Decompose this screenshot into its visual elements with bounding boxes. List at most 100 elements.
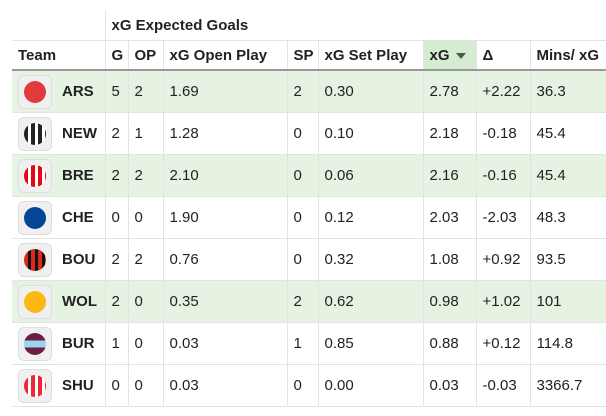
team-cell: BRE (12, 154, 105, 197)
column-header-text: xG Set Play (324, 46, 408, 64)
stat-cell: +2.22 (475, 70, 530, 113)
stat-cell: 0.35 (162, 280, 287, 323)
stat-cell: 0 (286, 154, 318, 197)
team-name: CHE (62, 209, 94, 226)
team-icon (18, 200, 52, 235)
stat-cell: 0 (104, 364, 128, 407)
column-header[interactable]: xG (422, 40, 476, 71)
column-header-text: xG Open Play (169, 46, 268, 64)
stat-cell: 1.69 (162, 70, 287, 113)
column-header[interactable]: Team (12, 40, 105, 71)
stat-cell: 0 (104, 196, 128, 239)
team-row: BOU 2 2 0.76 0 0.32 1.08 +0.92 93.5 (12, 238, 606, 281)
stat-cell: 0.03 (422, 364, 476, 407)
team-icon (18, 158, 52, 193)
team-icon (18, 116, 52, 151)
stat-cell: 2 (127, 238, 163, 281)
stat-cell: 2 (286, 280, 318, 323)
stat-cell: 0.10 (317, 112, 423, 155)
stat-cell: 45.4 (529, 112, 606, 155)
team-icon (18, 284, 52, 319)
team-cell: CHE (12, 196, 105, 239)
stat-cell: 3366.7 (529, 364, 606, 407)
team-name: BUR (62, 335, 95, 352)
team-row: NEW 2 1 1.28 0 0.10 2.18 -0.18 45.4 (12, 112, 606, 155)
stat-cell: 2 (127, 70, 163, 113)
sort-icon (455, 52, 466, 59)
stat-cell: -0.18 (475, 112, 530, 155)
team-icon (18, 368, 52, 403)
stat-cell: 0 (127, 364, 163, 407)
stat-cell: 1.28 (162, 112, 287, 155)
team-badge (24, 206, 46, 229)
team-cell: NEW (12, 112, 105, 155)
team: NEW (18, 116, 105, 151)
stat-cell: 0 (286, 196, 318, 239)
group-header: xG Expected Goals (104, 10, 606, 41)
stat-cell: 114.8 (529, 322, 606, 365)
stat-cell: 36.3 (529, 70, 606, 113)
team-name: WOL (62, 293, 97, 310)
stat-cell: 0.12 (317, 196, 423, 239)
team-row: WOL 2 0 0.35 2 0.62 0.98 +1.02 101 (12, 280, 606, 323)
team-badge (24, 374, 46, 397)
team-cell: SHU (12, 364, 105, 407)
stat-cell: 0.06 (317, 154, 423, 197)
stat-cell: 0.98 (422, 280, 476, 323)
team: CHE (18, 200, 105, 235)
column-header[interactable]: Δ (475, 40, 530, 71)
column-header-text: xG (429, 46, 450, 64)
stat-cell: 0.00 (317, 364, 423, 407)
team: SHU (18, 368, 105, 403)
team-cell: BUR (12, 322, 105, 365)
stat-cell: 0.88 (422, 322, 476, 365)
stat-cell: 2.10 (162, 154, 287, 197)
stat-cell: +0.92 (475, 238, 530, 281)
stat-cell: 0.03 (162, 322, 287, 365)
column-header-text: SP (293, 46, 314, 64)
stat-cell: 2 (104, 112, 128, 155)
team-name: ARS (62, 83, 94, 100)
stat-cell: 0.76 (162, 238, 287, 281)
stat-cell: 2 (104, 280, 128, 323)
team: BOU (18, 242, 105, 277)
team-row: BRE 2 2 2.10 0 0.06 2.16 -0.16 45.4 (12, 154, 606, 197)
stat-cell: 2 (104, 238, 128, 281)
column-header[interactable]: G (104, 40, 128, 71)
stat-cell: +0.12 (475, 322, 530, 365)
team: ARS (18, 74, 105, 109)
stat-cell: 1.90 (162, 196, 287, 239)
stat-cell: 0 (286, 364, 318, 407)
stat-cell: 0.32 (317, 238, 423, 281)
team-name: NEW (62, 125, 97, 142)
team-badge (24, 290, 46, 313)
team-name: BOU (62, 251, 96, 268)
team-icon (18, 74, 52, 109)
team-cell: ARS (12, 70, 105, 113)
stat-cell: 1 (127, 112, 163, 155)
team-icon (18, 242, 52, 277)
team-name: BRE (62, 167, 94, 184)
column-header[interactable]: xG Open Play (162, 40, 287, 71)
stat-cell: 2.18 (422, 112, 476, 155)
stat-cell: 0 (286, 238, 318, 281)
stat-cell: 0 (127, 196, 163, 239)
stat-cell: 1 (286, 322, 318, 365)
team-row: SHU 0 0 0.03 0 0.00 0.03 -0.03 3366.7 (12, 364, 606, 407)
column-header[interactable]: xG Set Play (317, 40, 423, 71)
column-header[interactable]: SP (286, 40, 318, 71)
stat-cell: 0.30 (317, 70, 423, 113)
stat-cell: 0 (286, 112, 318, 155)
team-badge (24, 80, 46, 103)
column-header[interactable]: OP (127, 40, 163, 71)
team: BUR (18, 326, 105, 361)
team-cell: WOL (12, 280, 105, 323)
stat-cell: 48.3 (529, 196, 606, 239)
column-header[interactable]: Mins/ xG (529, 40, 606, 71)
stat-cell: 1.08 (422, 238, 476, 281)
column-header-text: OP (134, 46, 157, 64)
team-cell: BOU (12, 238, 105, 281)
team-row: ARS 5 2 1.69 2 0.30 2.78 +2.22 36.3 (12, 70, 606, 113)
team-badge (24, 122, 46, 145)
team-row: BUR 1 0 0.03 1 0.85 0.88 +0.12 114.8 (12, 322, 606, 365)
